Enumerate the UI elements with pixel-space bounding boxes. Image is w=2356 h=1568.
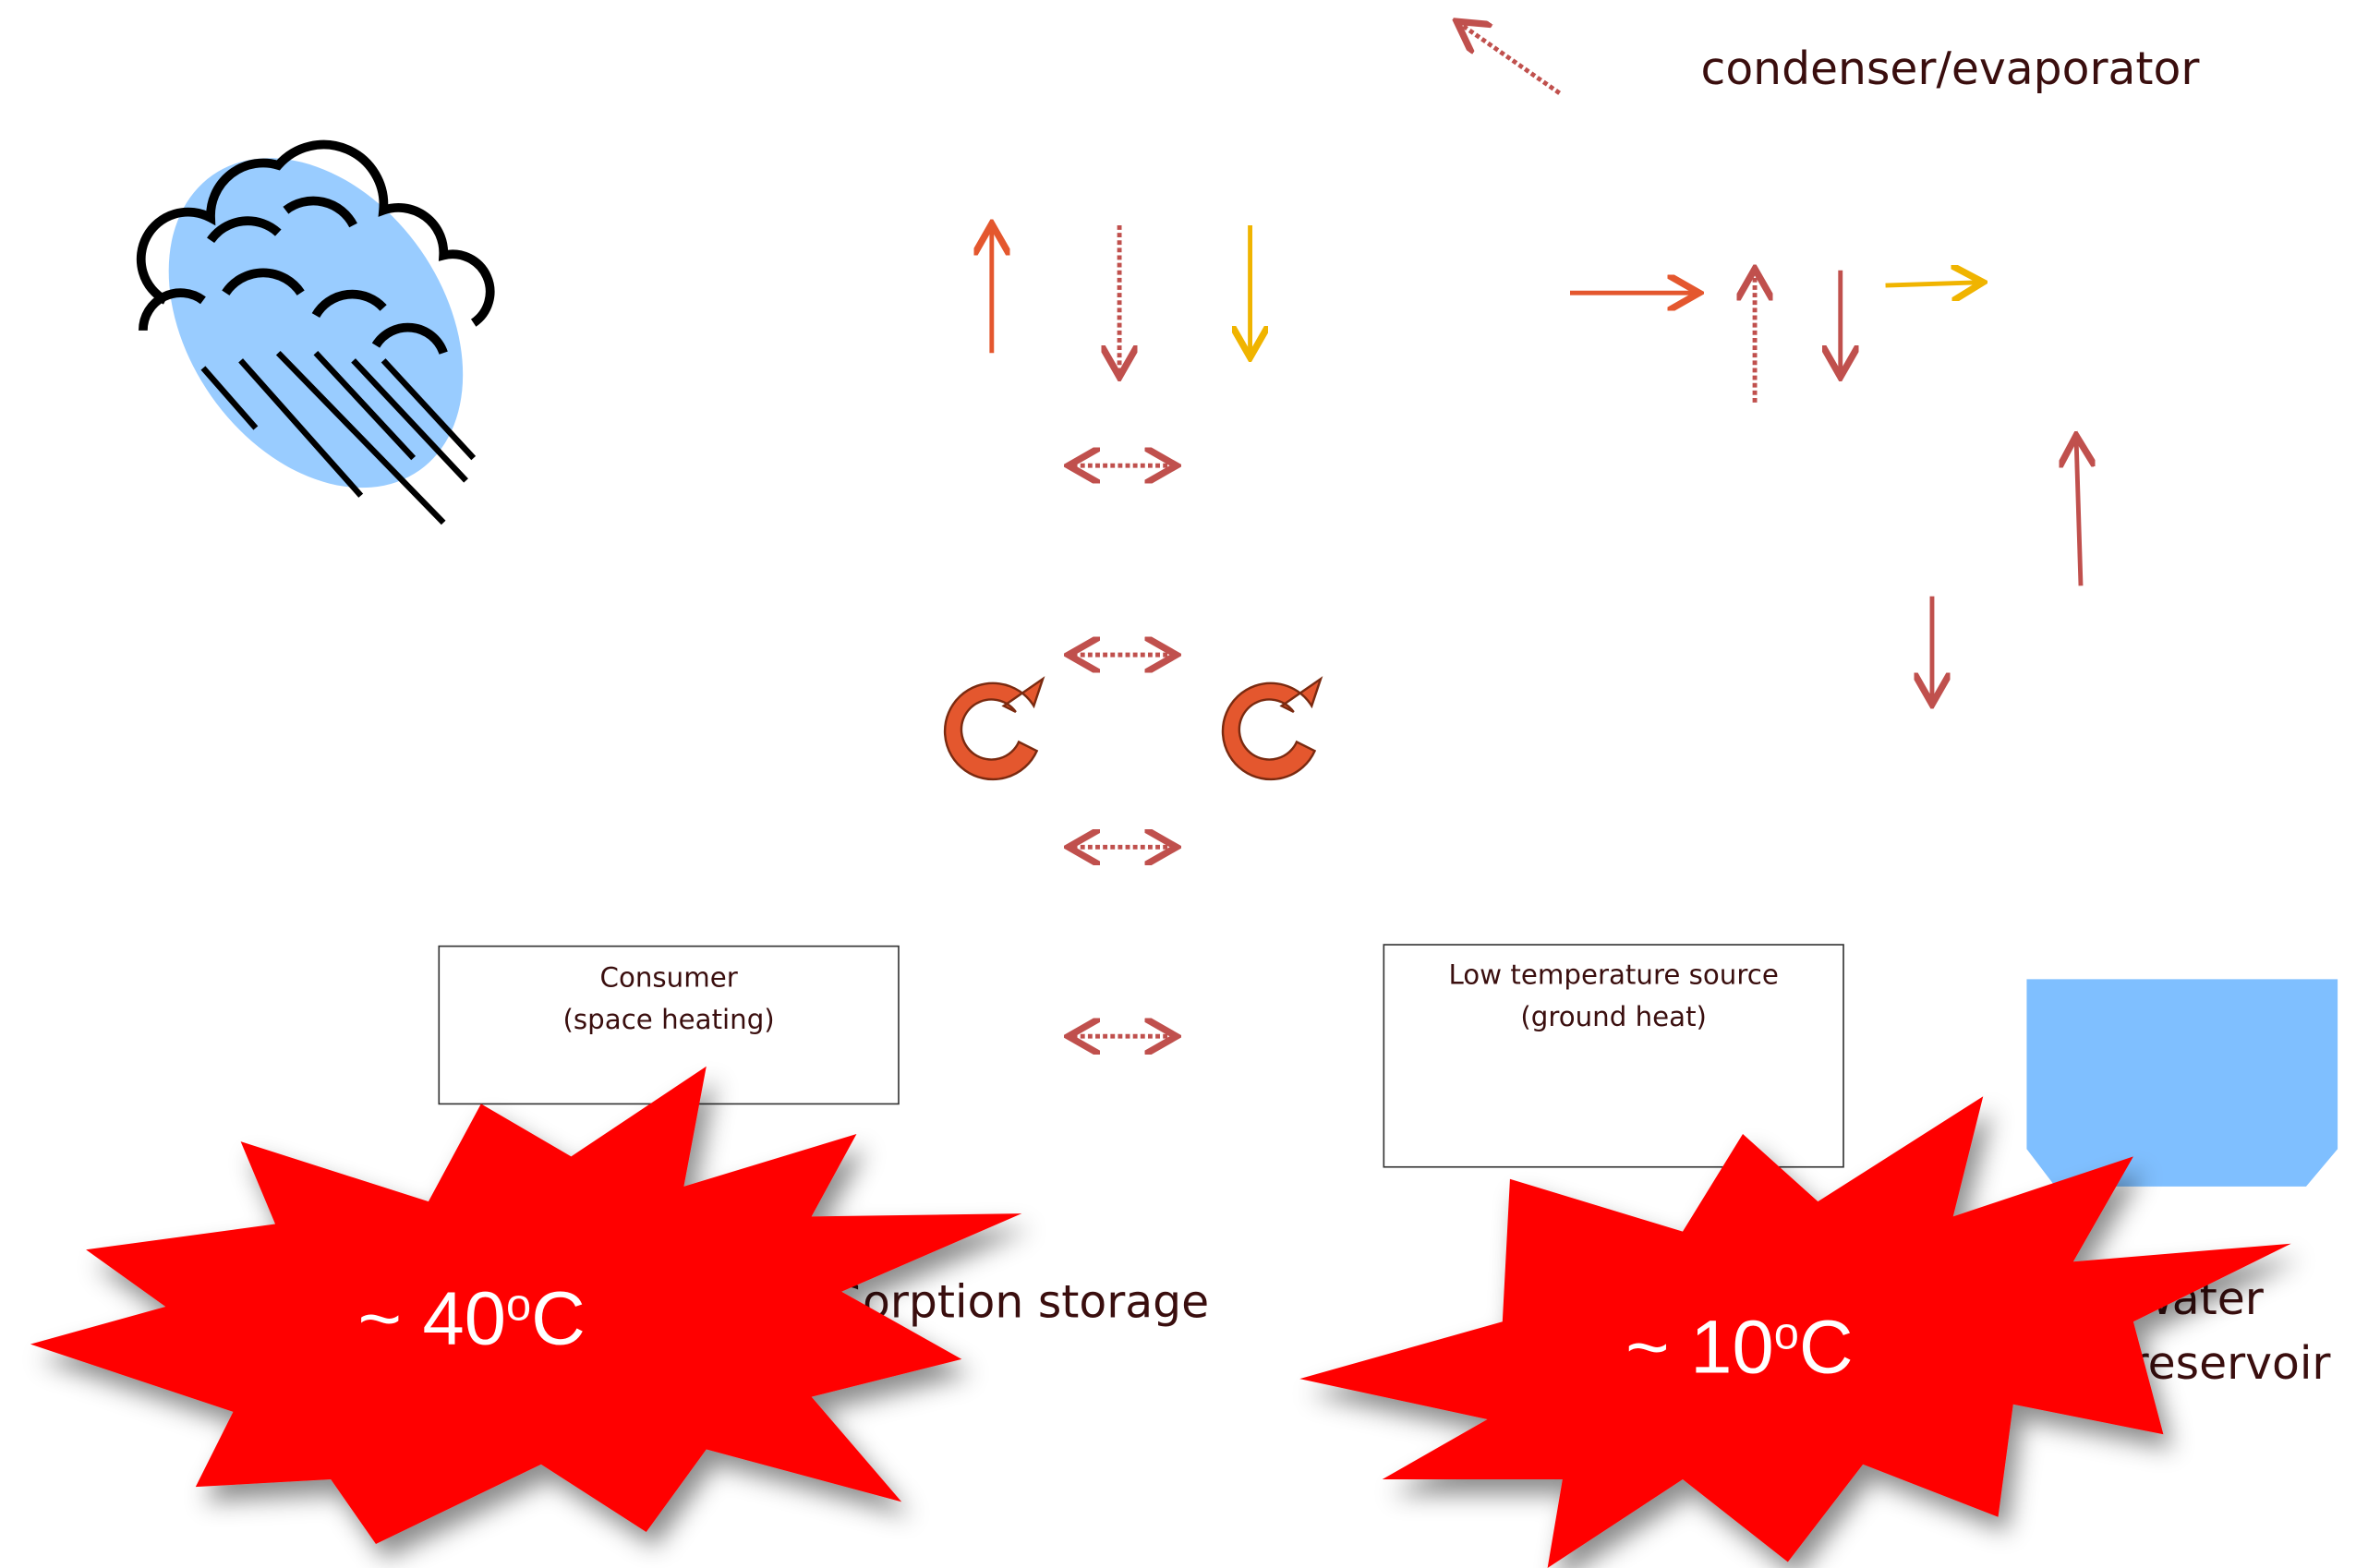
temp-value: ~ 10 [1625, 1306, 1774, 1390]
diagram: Consumer (space heating) Low temperature… [0, 0, 2356, 1568]
temp-sup: o [1774, 1309, 1799, 1359]
page: {"labels": {"condenser": "condenser/evap… [0, 0, 2356, 1568]
arrows [992, 24, 2081, 1036]
cycle-icons [945, 679, 1321, 779]
temperature: ~ 10oC [1625, 1306, 1853, 1390]
box-title: Low temperature source [1448, 959, 1778, 990]
temp-unit: C [531, 1277, 586, 1361]
temperature: ~ 40oC [357, 1277, 585, 1361]
water-reservoir [2026, 979, 2338, 1186]
box-title: Consumer [600, 962, 739, 994]
box-subtitle: (ground heat) [1520, 1001, 1707, 1032]
box-subtitle: (space heating) [563, 1004, 775, 1035]
water-label: reservoir [2131, 1337, 2332, 1390]
temp-value: ~ 40 [357, 1277, 506, 1361]
temp-unit: C [1799, 1306, 1854, 1390]
condenser-label: condenser/evaporator [1701, 42, 2201, 95]
rain-cloud [108, 103, 524, 544]
temp-sup: o [506, 1281, 531, 1331]
